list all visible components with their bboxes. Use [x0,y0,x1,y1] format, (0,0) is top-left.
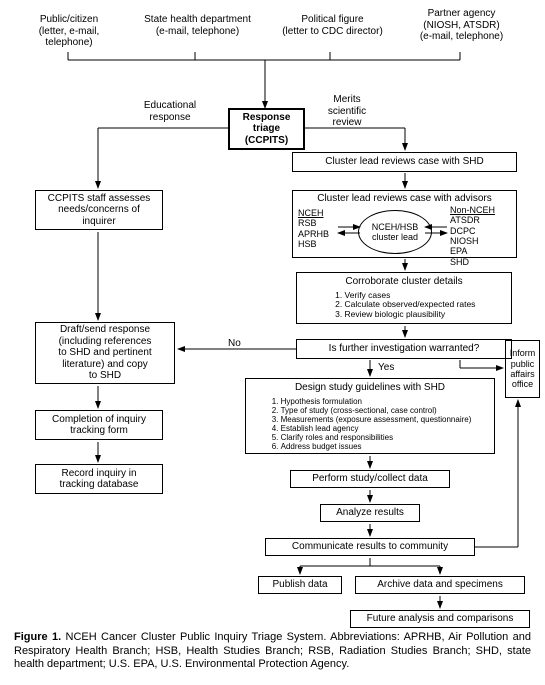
archive-box: Archive data and specimens [355,576,525,594]
further-box: Is further investigation warranted? [296,339,512,359]
design-box: Design study guidelines with SHD Hypothe… [245,378,495,454]
assess-box: CCPITS staff assesses needs/concerns of … [35,190,163,230]
design-title: Design study guidelines with SHD [295,382,445,394]
complete-box: Completion of inquiry tracking form [35,410,163,440]
analyze-box: Analyze results [320,504,420,522]
input-partner: Partner agency(NIOSH, ATSDR) (e-mail, te… [404,8,519,43]
input-public: Public/citizen(letter, e-mail, telephone… [14,14,124,49]
cluster-review-shd-box: Cluster lead reviews case with SHD [292,152,517,172]
cluster-lead-oval: NCEH/HSB cluster lead [358,210,432,254]
draft-box: Draft/send response (including reference… [35,322,175,384]
design-list: Hypothesis formulationType of study (cro… [269,397,472,452]
input-political: Political figure(letter to CDC director) [275,14,390,37]
input-state: State health department(e-mail, telephon… [140,14,255,37]
future-box: Future analysis and comparisons [350,610,530,628]
flowchart-canvas: Public/citizen(letter, e-mail, telephone… [0,0,545,685]
yes-label: Yes [378,362,394,374]
educational-response-label: Educational response [130,100,210,123]
nonnceh-list: Non-NCEHATSDRDCPCNIOSHEPASHD [450,205,510,267]
perform-box: Perform study/collect data [290,470,450,488]
no-label: No [228,338,241,350]
inform-box: Inform public affairs office [505,340,540,398]
publish-box: Publish data [258,576,342,594]
nceh-list: NCEHRSBAPRHBHSB [298,208,342,249]
figure-caption: Figure 1. NCEH Cancer Cluster Public Inq… [14,631,531,671]
corroborate-list: Verify casesCalculate observed/expected … [333,291,476,320]
corroborate-title: Corroborate cluster details [345,276,462,288]
advisors-title: Cluster lead reviews case with advisors [317,193,492,205]
corroborate-box: Corroborate cluster details Verify cases… [296,272,512,324]
record-box: Record inquiry in tracking database [35,464,163,494]
merits-label: Merits scientific review [317,94,377,129]
communicate-box: Communicate results to community [265,538,475,556]
response-triage-box: Response triage (CCPITS) [228,108,305,150]
